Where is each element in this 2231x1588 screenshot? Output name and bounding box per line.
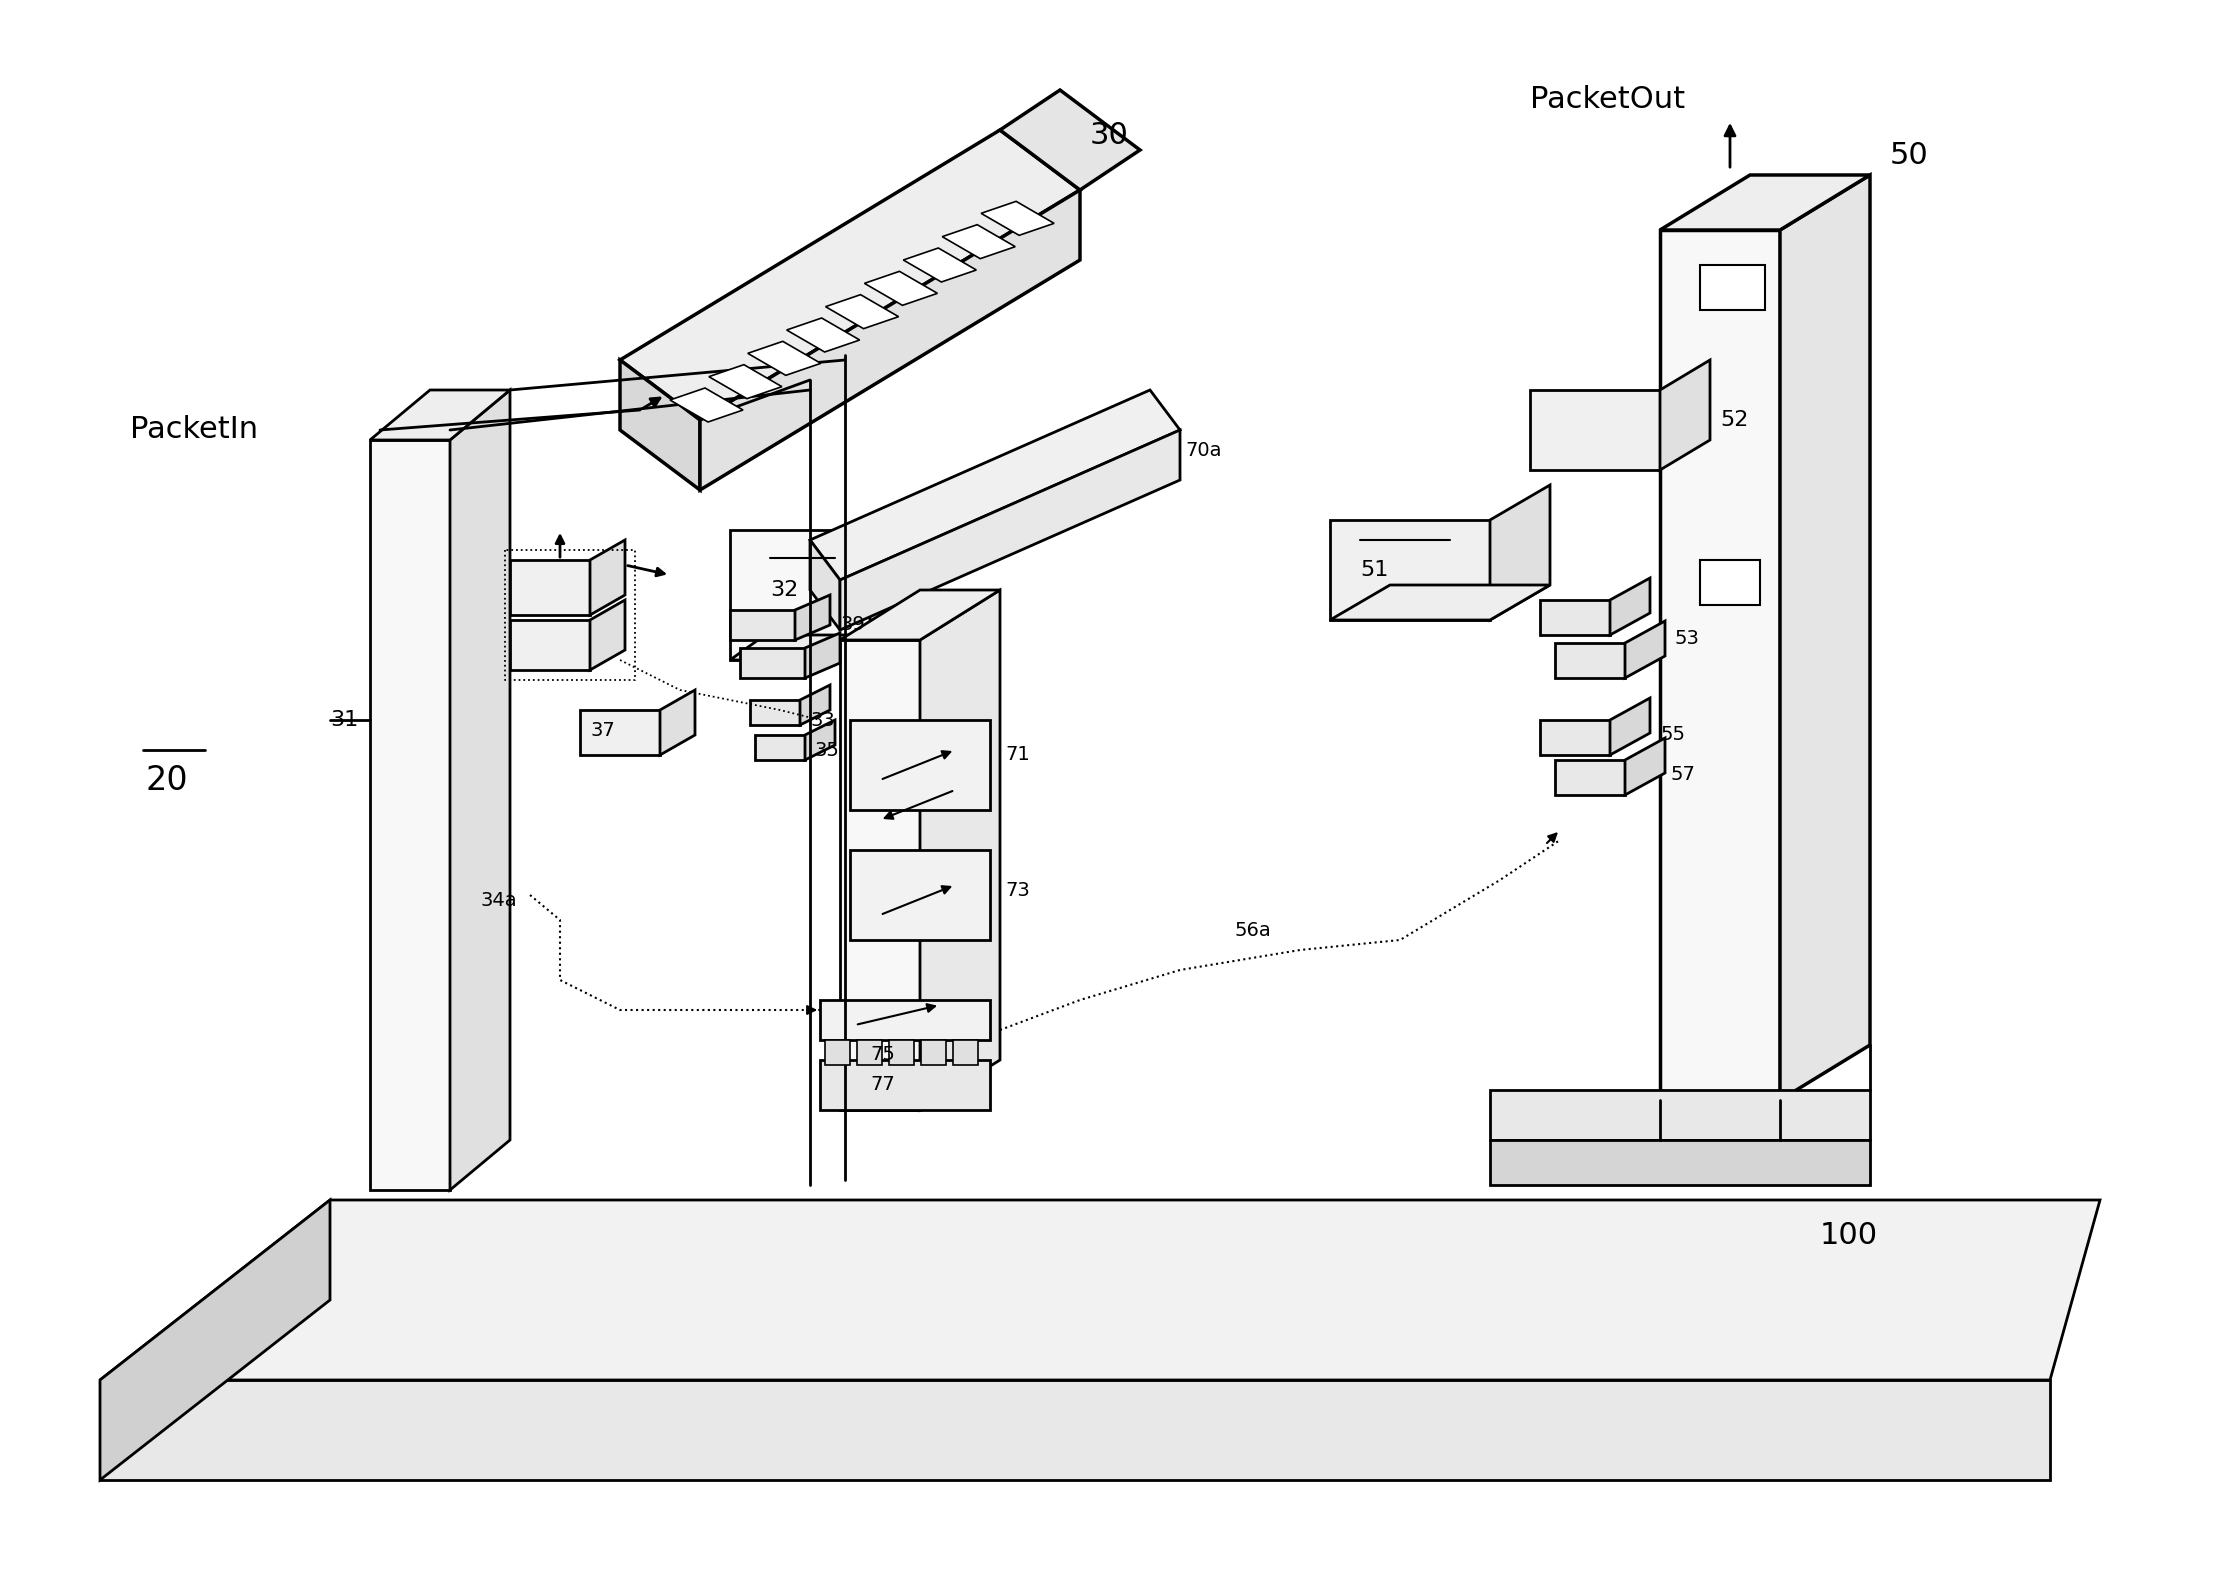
- Polygon shape: [370, 391, 511, 440]
- Polygon shape: [1660, 175, 1870, 230]
- Text: 39: 39: [841, 616, 866, 635]
- Polygon shape: [1330, 584, 1551, 619]
- Polygon shape: [941, 224, 1015, 259]
- Polygon shape: [863, 272, 937, 305]
- Polygon shape: [589, 540, 625, 615]
- Polygon shape: [750, 700, 801, 726]
- Polygon shape: [805, 719, 834, 761]
- Polygon shape: [1330, 519, 1490, 619]
- Polygon shape: [1700, 265, 1765, 310]
- Polygon shape: [821, 1061, 991, 1110]
- Polygon shape: [730, 610, 794, 640]
- Polygon shape: [370, 440, 451, 1189]
- Polygon shape: [1624, 738, 1664, 796]
- Text: PacketIn: PacketIn: [129, 416, 259, 445]
- Polygon shape: [1611, 578, 1651, 635]
- Polygon shape: [857, 1040, 881, 1066]
- Polygon shape: [850, 719, 991, 810]
- Polygon shape: [953, 1040, 977, 1066]
- Polygon shape: [982, 202, 1053, 235]
- Text: PacketOut: PacketOut: [1530, 86, 1684, 114]
- Polygon shape: [841, 430, 1180, 630]
- Polygon shape: [580, 710, 660, 754]
- Text: 75: 75: [870, 1045, 895, 1064]
- Text: 30: 30: [1091, 121, 1129, 149]
- Text: 35: 35: [814, 740, 839, 759]
- Polygon shape: [1780, 175, 1870, 1100]
- Text: 51: 51: [1361, 561, 1388, 580]
- Polygon shape: [747, 341, 821, 375]
- Polygon shape: [100, 1380, 2050, 1480]
- Polygon shape: [589, 600, 625, 670]
- Text: 53: 53: [1675, 629, 1700, 648]
- Polygon shape: [1660, 230, 1780, 1100]
- Text: 73: 73: [1004, 880, 1031, 899]
- Polygon shape: [904, 248, 977, 283]
- Polygon shape: [1490, 484, 1551, 619]
- Polygon shape: [660, 691, 696, 754]
- Polygon shape: [870, 505, 906, 661]
- Polygon shape: [921, 1040, 946, 1066]
- Polygon shape: [730, 635, 906, 661]
- Polygon shape: [999, 91, 1140, 191]
- Polygon shape: [100, 1201, 330, 1480]
- Polygon shape: [1624, 621, 1664, 678]
- Polygon shape: [511, 561, 589, 615]
- Polygon shape: [794, 596, 830, 640]
- Text: 57: 57: [1671, 765, 1696, 784]
- Polygon shape: [669, 387, 743, 422]
- Polygon shape: [888, 1040, 915, 1066]
- Polygon shape: [754, 735, 805, 761]
- Text: 34a: 34a: [480, 891, 518, 910]
- Polygon shape: [620, 130, 1080, 419]
- Polygon shape: [1555, 643, 1624, 678]
- Text: 70a: 70a: [1185, 440, 1223, 459]
- Text: 37: 37: [589, 721, 616, 740]
- Polygon shape: [1555, 761, 1624, 796]
- Polygon shape: [850, 850, 991, 940]
- Polygon shape: [709, 365, 781, 399]
- Polygon shape: [1539, 600, 1611, 635]
- Polygon shape: [801, 684, 830, 726]
- Polygon shape: [825, 295, 899, 329]
- Text: 100: 100: [1820, 1221, 1879, 1250]
- Polygon shape: [100, 1201, 2099, 1380]
- Polygon shape: [1490, 1089, 1870, 1140]
- Polygon shape: [825, 1040, 850, 1066]
- Text: 50: 50: [1890, 140, 1930, 170]
- Text: 77: 77: [870, 1075, 895, 1094]
- Text: 31: 31: [330, 710, 359, 730]
- Polygon shape: [788, 318, 859, 353]
- Polygon shape: [810, 540, 841, 630]
- Polygon shape: [1660, 360, 1709, 470]
- Polygon shape: [1611, 699, 1651, 754]
- Polygon shape: [1490, 1140, 1870, 1185]
- Polygon shape: [741, 648, 805, 678]
- Polygon shape: [730, 530, 870, 661]
- Text: 33: 33: [810, 710, 834, 729]
- Text: 71: 71: [1004, 745, 1031, 764]
- Polygon shape: [1539, 719, 1611, 754]
- Polygon shape: [841, 640, 919, 1110]
- Polygon shape: [511, 619, 589, 670]
- Polygon shape: [451, 391, 511, 1189]
- Text: 55: 55: [1660, 726, 1684, 745]
- Polygon shape: [1700, 561, 1760, 605]
- Polygon shape: [701, 191, 1080, 491]
- Polygon shape: [821, 1000, 991, 1040]
- Text: 52: 52: [1720, 410, 1749, 430]
- Text: 20: 20: [145, 764, 187, 797]
- Text: 32: 32: [770, 580, 799, 600]
- Text: 56a: 56a: [1236, 921, 1272, 940]
- Polygon shape: [841, 591, 999, 640]
- Polygon shape: [810, 391, 1180, 580]
- Polygon shape: [805, 634, 841, 678]
- Polygon shape: [1530, 391, 1660, 470]
- Polygon shape: [919, 591, 999, 1110]
- Polygon shape: [620, 360, 701, 491]
